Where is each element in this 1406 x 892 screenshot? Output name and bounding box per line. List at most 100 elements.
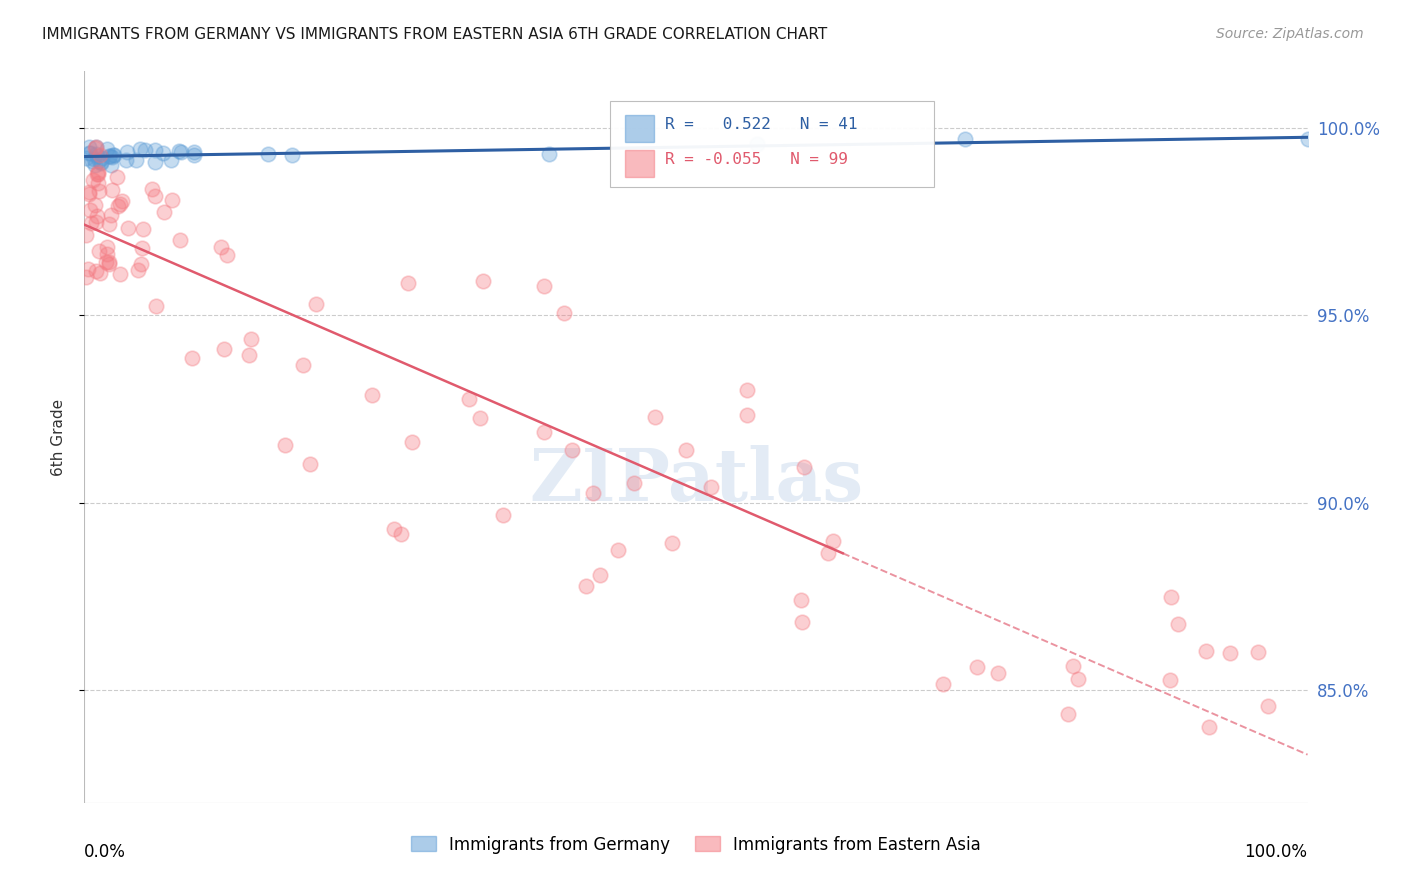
Point [152,205,174,219]
Point [129,142,152,156]
Point [389,526,412,541]
Point [382,522,405,536]
Point [98,257,121,271]
FancyBboxPatch shape [610,101,935,187]
Point [89,148,111,162]
Text: 100.0%: 100.0% [1244,843,1308,861]
Point [792,615,814,630]
Point [87,167,110,181]
Point [97,217,120,231]
Point [180,351,202,365]
Point [84,198,107,212]
Point [931,676,953,690]
Point [1198,720,1220,734]
Point [96,247,118,261]
Point [86,147,108,161]
Point [747,137,769,152]
Point [89,184,111,198]
Point [575,579,598,593]
Point [141,182,163,196]
Point [117,221,139,235]
Text: Source: ZipAtlas.com: Source: ZipAtlas.com [1216,27,1364,41]
Point [82,173,104,187]
FancyBboxPatch shape [626,151,654,177]
Point [1167,617,1189,632]
Point [1219,646,1241,660]
Point [212,343,235,357]
Point [606,542,628,557]
Point [533,279,555,293]
Point [87,153,110,168]
Point [1160,590,1182,604]
Point [169,233,191,247]
Point [793,459,815,474]
Point [167,144,190,158]
Point [215,248,238,262]
Point [127,263,149,277]
Point [735,383,758,397]
Point [107,169,129,184]
Point [80,153,103,168]
Point [77,146,100,161]
Point [87,177,110,191]
Point [538,147,561,161]
Point [84,158,107,172]
Point [89,244,111,259]
Point [129,257,152,271]
Point [143,143,166,157]
Point [700,480,723,494]
Point [238,348,260,362]
Point [79,187,101,202]
Point [987,665,1010,680]
Point [80,216,103,230]
Point [1159,673,1181,687]
Point [96,239,118,253]
Point [468,411,491,425]
Point [77,185,100,199]
Point [644,409,666,424]
Point [79,146,101,161]
Point [1062,658,1084,673]
Point [160,153,183,167]
Point [1247,645,1270,659]
Point [292,359,315,373]
Point [257,147,280,161]
Point [83,152,105,166]
Point [100,158,122,172]
Point [77,140,100,154]
Point [125,153,148,168]
Point [1067,672,1090,686]
Point [75,228,97,243]
Point [561,443,583,458]
Text: 0.0%: 0.0% [84,843,127,861]
Text: ZIPatlas: ZIPatlas [529,445,863,516]
Point [240,332,263,346]
Point [91,151,114,165]
FancyBboxPatch shape [626,115,654,142]
Point [107,199,129,213]
Point [1057,706,1080,721]
Point [209,240,232,254]
Point [298,457,321,471]
Point [111,194,134,209]
Point [735,408,758,422]
Point [98,149,121,163]
Point [131,241,153,255]
Point [110,267,132,281]
Point [582,485,605,500]
Point [100,207,122,221]
Text: R = -0.055   N = 99: R = -0.055 N = 99 [665,153,848,168]
Point [396,276,419,290]
Point [1257,699,1279,714]
Text: IMMIGRANTS FROM GERMANY VS IMMIGRANTS FROM EASTERN ASIA 6TH GRADE CORRELATION CH: IMMIGRANTS FROM GERMANY VS IMMIGRANTS FR… [42,27,827,42]
Point [274,438,297,452]
Point [789,593,811,607]
Point [953,132,976,146]
Point [86,167,108,181]
Point [75,269,97,284]
Point [458,392,481,406]
Point [966,660,988,674]
Point [472,274,495,288]
Point [492,508,515,523]
Point [361,387,384,401]
